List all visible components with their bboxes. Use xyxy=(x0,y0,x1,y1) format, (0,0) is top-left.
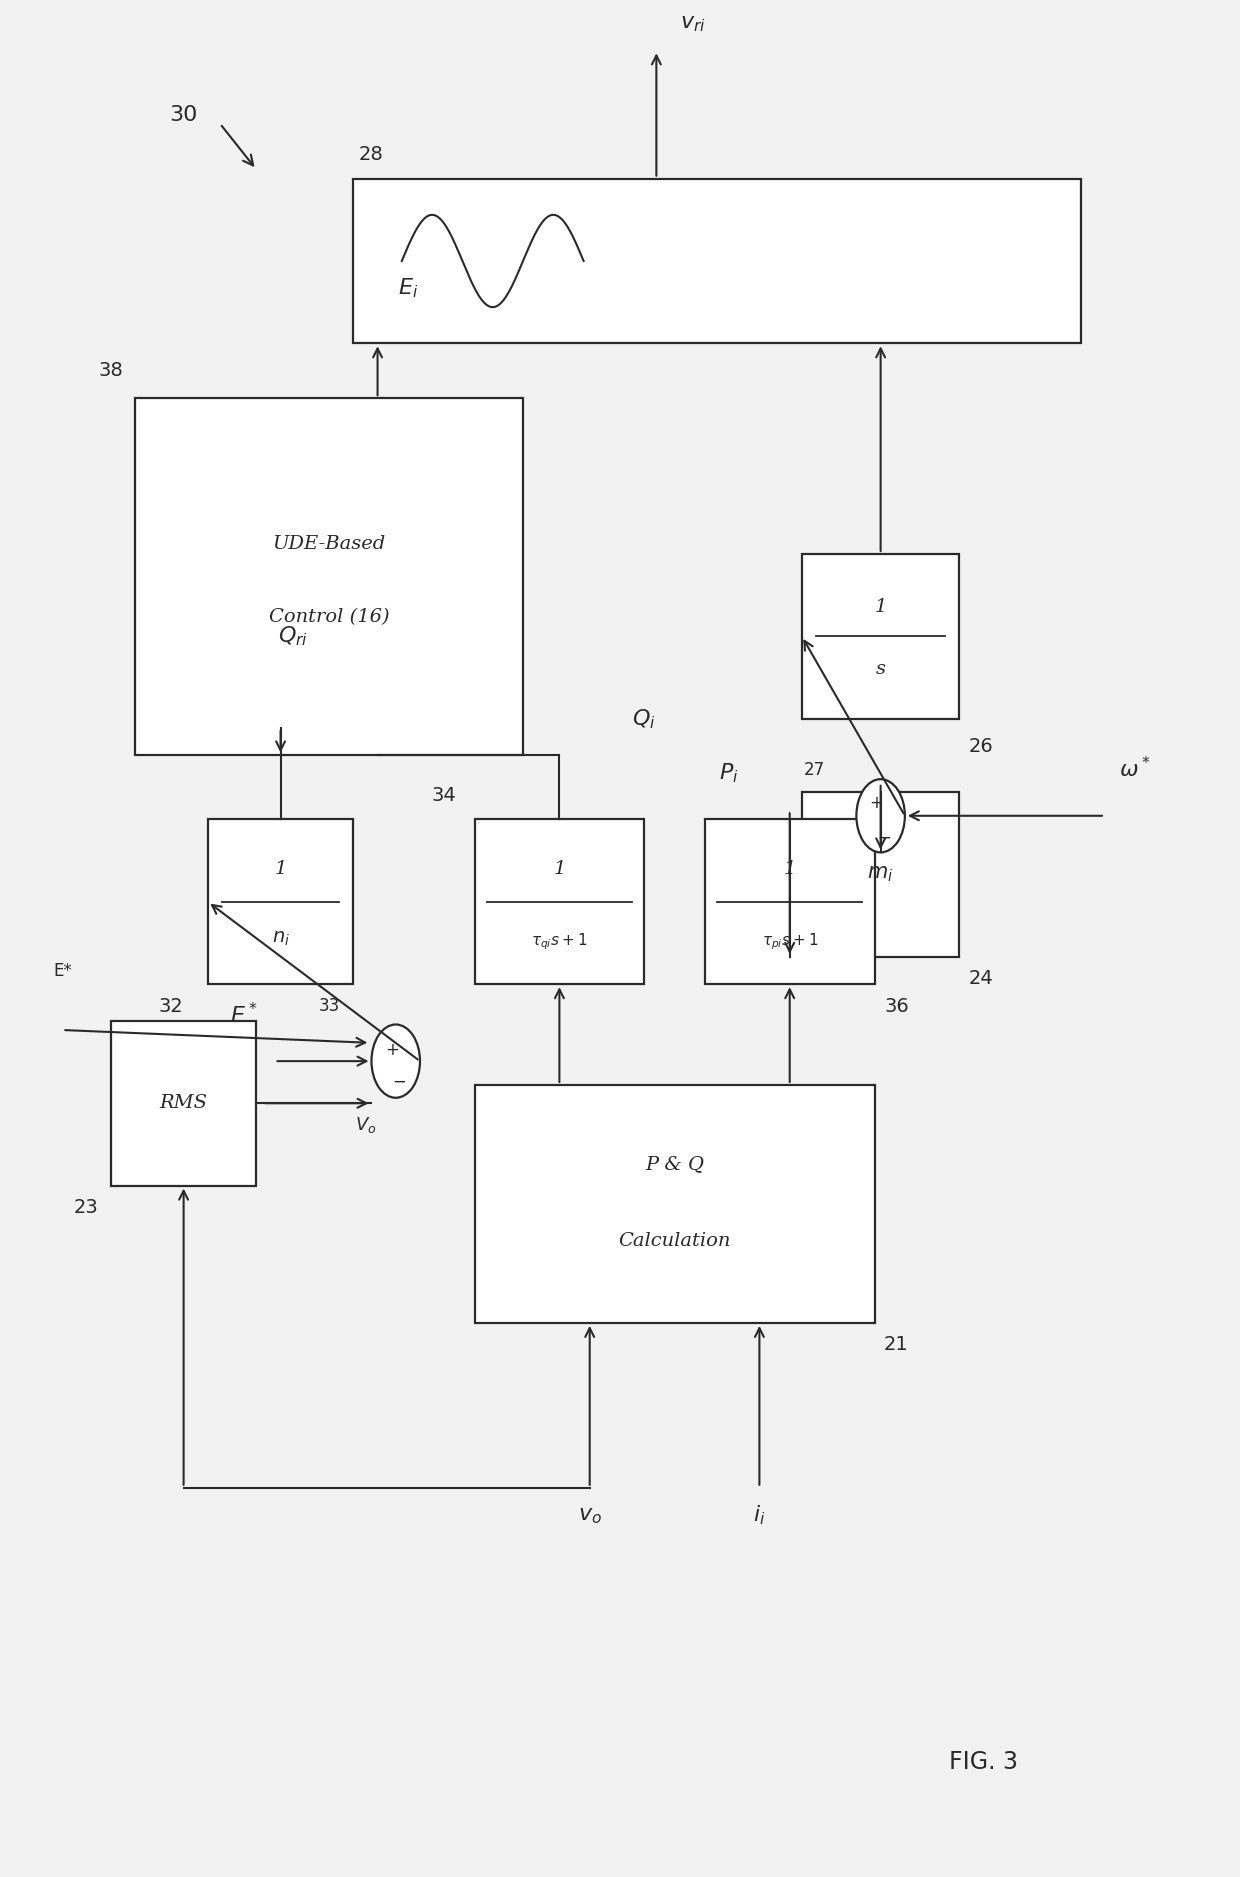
Text: 28: 28 xyxy=(360,145,384,165)
Text: −: − xyxy=(392,1072,407,1091)
Text: $m_i$: $m_i$ xyxy=(868,865,894,884)
Text: $\tau_{pi}s + 1$: $\tau_{pi}s + 1$ xyxy=(761,931,818,952)
Text: 26: 26 xyxy=(968,736,993,756)
Text: 1: 1 xyxy=(784,860,796,878)
Text: 1: 1 xyxy=(274,860,286,878)
Text: 23: 23 xyxy=(74,1198,99,1216)
Text: 33: 33 xyxy=(319,997,340,1015)
FancyBboxPatch shape xyxy=(802,554,960,719)
Text: 32: 32 xyxy=(159,997,184,1015)
Text: $\tau_{qi}s + 1$: $\tau_{qi}s + 1$ xyxy=(531,931,588,952)
Text: $E_i$: $E_i$ xyxy=(398,276,418,300)
Text: 1: 1 xyxy=(553,860,565,878)
FancyBboxPatch shape xyxy=(475,820,645,984)
Text: +: + xyxy=(869,794,883,813)
Text: 34: 34 xyxy=(432,786,456,805)
FancyBboxPatch shape xyxy=(704,820,874,984)
Text: +: + xyxy=(386,1042,399,1059)
Text: 30: 30 xyxy=(170,105,198,124)
Text: UDE-Based: UDE-Based xyxy=(273,535,386,554)
Text: $i_i$: $i_i$ xyxy=(753,1503,765,1528)
Text: 27: 27 xyxy=(804,760,825,779)
Text: E*: E* xyxy=(53,963,72,980)
Text: $E^*$: $E^*$ xyxy=(231,1002,258,1029)
Text: 21: 21 xyxy=(884,1335,909,1355)
Text: Calculation: Calculation xyxy=(619,1231,730,1250)
FancyBboxPatch shape xyxy=(110,1021,257,1186)
Circle shape xyxy=(857,779,905,852)
FancyBboxPatch shape xyxy=(208,820,353,984)
Text: $v_{ri}$: $v_{ri}$ xyxy=(680,11,706,34)
Text: $Q_i$: $Q_i$ xyxy=(632,708,656,730)
Text: $v_o$: $v_o$ xyxy=(578,1503,601,1526)
Text: 38: 38 xyxy=(98,362,123,381)
Text: Control (16): Control (16) xyxy=(269,608,389,627)
Text: $n_i$: $n_i$ xyxy=(272,929,290,948)
Text: 36: 36 xyxy=(884,997,909,1015)
Text: P & Q: P & Q xyxy=(645,1154,704,1173)
Text: FIG. 3: FIG. 3 xyxy=(949,1751,1018,1774)
Text: $P_i$: $P_i$ xyxy=(719,762,739,785)
Text: $V_o$: $V_o$ xyxy=(355,1115,376,1136)
FancyBboxPatch shape xyxy=(802,792,960,957)
FancyBboxPatch shape xyxy=(353,178,1080,343)
Text: RMS: RMS xyxy=(160,1094,207,1113)
Text: s: s xyxy=(875,661,885,678)
Text: $\omega^*$: $\omega^*$ xyxy=(1120,758,1151,783)
FancyBboxPatch shape xyxy=(475,1085,874,1323)
Text: $Q_{ri}$: $Q_{ri}$ xyxy=(278,625,308,648)
FancyBboxPatch shape xyxy=(135,398,523,755)
Circle shape xyxy=(372,1025,420,1098)
Text: −: − xyxy=(878,830,892,847)
Text: 24: 24 xyxy=(968,969,993,987)
Text: 1: 1 xyxy=(874,599,887,616)
